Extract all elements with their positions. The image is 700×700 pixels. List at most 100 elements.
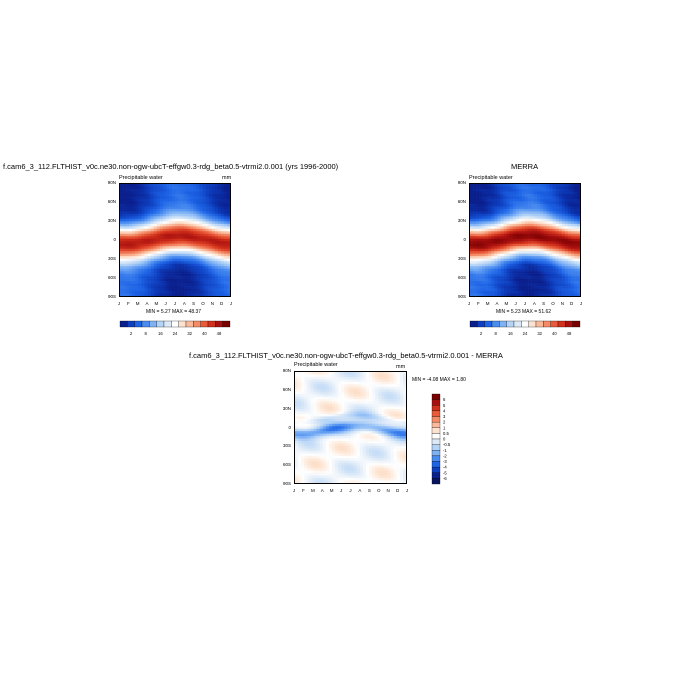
heatmap-cell — [525, 273, 529, 277]
heatmap-cell — [123, 206, 127, 210]
heatmap-cell — [485, 213, 489, 217]
heatmap-cell — [497, 261, 501, 264]
heatmap-cell — [120, 184, 124, 187]
heatmap-cell — [332, 470, 336, 474]
heatmap-cell — [555, 193, 559, 197]
heatmap-cell — [214, 291, 219, 294]
heatmap-cell — [567, 203, 572, 207]
heatmap-cell — [214, 288, 219, 292]
heatmap-cell — [214, 203, 219, 207]
heatmap-cell — [147, 191, 151, 195]
heatmap-cell — [150, 278, 154, 282]
heatmap-cell — [384, 394, 388, 397]
heatmap-cell — [162, 273, 167, 277]
heatmap-cell — [497, 211, 501, 215]
heatmap-cell — [310, 441, 314, 444]
heatmap-cell — [399, 475, 404, 479]
heatmap-cell — [175, 236, 179, 240]
heatmap-cell — [570, 246, 575, 250]
heatmap-cell — [141, 233, 145, 237]
heatmap-cell — [123, 258, 127, 262]
heatmap-cell — [129, 251, 133, 254]
heatmap-cell — [301, 386, 305, 390]
heatmap-cell — [120, 253, 124, 257]
heatmap-cell — [470, 278, 474, 282]
heatmap-cell — [485, 266, 489, 269]
heatmap-cell — [223, 261, 228, 264]
heatmap-cell — [546, 196, 550, 200]
heatmap-cell — [298, 431, 302, 434]
heatmap-cell — [396, 443, 401, 447]
heatmap-cell — [503, 216, 507, 220]
heatmap-cell — [570, 216, 575, 220]
heatmap-cell — [531, 206, 535, 210]
heatmap-cell — [390, 372, 394, 375]
heatmap-cell — [165, 211, 170, 215]
heatmap-cell — [184, 238, 188, 242]
heatmap-cell — [365, 450, 370, 454]
heatmap-cell — [356, 443, 361, 447]
heatmap-cell — [512, 248, 517, 252]
heatmap-cell — [558, 201, 562, 205]
colorbar-swatch — [119, 320, 128, 328]
heatmap-cell — [393, 468, 398, 471]
heatmap-cell — [390, 374, 394, 378]
heatmap-cell — [488, 278, 492, 282]
heatmap-cell — [171, 226, 176, 230]
heatmap-cell — [159, 201, 164, 205]
heatmap-cell — [322, 399, 327, 402]
heatmap-cell — [525, 228, 529, 232]
heatmap-cell — [332, 423, 336, 427]
heatmap-cell — [208, 238, 212, 242]
heatmap-cell — [319, 463, 324, 467]
heatmap-cell — [347, 389, 351, 393]
heatmap-cell — [156, 261, 161, 264]
heatmap-cell — [120, 283, 124, 287]
heatmap-cell — [190, 248, 194, 252]
heatmap-cell — [138, 258, 142, 262]
colorbar-swatch — [550, 320, 559, 328]
heatmap-cell — [226, 218, 230, 222]
heatmap-cell — [335, 401, 339, 405]
heatmap-cell — [138, 281, 142, 284]
heatmap-cell — [217, 196, 222, 200]
heatmap-cell — [159, 271, 164, 274]
heatmap-cell — [494, 228, 498, 232]
heatmap-cell — [208, 188, 212, 192]
heatmap-cell — [488, 211, 492, 215]
heatmap-cell — [217, 266, 222, 269]
heatmap-cell — [144, 208, 148, 212]
heatmap-cell — [552, 276, 556, 279]
heatmap-cell — [199, 278, 203, 282]
heatmap-cell — [372, 409, 376, 412]
heatmap-cell — [344, 418, 348, 422]
heatmap-cell — [356, 384, 361, 388]
heatmap-cell — [347, 465, 351, 469]
heatmap-cell — [485, 221, 489, 225]
heatmap-cell — [132, 243, 136, 247]
heatmap-cell — [193, 186, 197, 190]
heatmap-cell — [138, 193, 142, 197]
heatmap-cell — [359, 450, 364, 454]
heatmap-cell — [150, 203, 154, 207]
heatmap-cell — [341, 396, 345, 400]
heatmap-cell — [162, 196, 167, 200]
heatmap-cell — [546, 238, 550, 242]
heatmap-cell — [322, 441, 327, 444]
heatmap-cell — [304, 372, 308, 375]
heatmap-cell — [141, 203, 145, 207]
heatmap-cell — [335, 438, 339, 442]
heatmap-cell — [561, 206, 566, 210]
heatmap-cell — [190, 221, 194, 225]
heatmap-cell — [332, 426, 336, 430]
heatmap-cell — [202, 251, 206, 254]
heatmap-cell — [217, 233, 222, 237]
heatmap-cell — [322, 391, 327, 395]
heatmap-cell — [298, 409, 302, 412]
heatmap-cell — [153, 231, 157, 235]
heatmap-cell — [378, 468, 382, 471]
heatmap-cell — [470, 196, 474, 200]
heatmap-cell — [307, 475, 311, 479]
heatmap-cell — [199, 258, 203, 262]
heatmap-cell — [576, 281, 580, 284]
